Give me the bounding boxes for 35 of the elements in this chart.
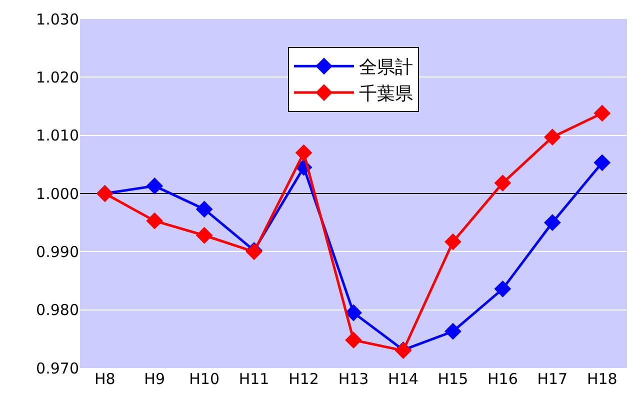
point <box>196 200 213 218</box>
y-tick-label: 0.980 <box>36 301 79 320</box>
point <box>544 214 561 232</box>
point <box>544 128 561 146</box>
point <box>594 154 611 172</box>
point <box>594 104 611 122</box>
x-tick-label: H15 <box>438 370 468 388</box>
x-tick-label: H11 <box>238 370 270 388</box>
point <box>345 304 362 322</box>
x-tick-label: H16 <box>487 370 518 388</box>
point <box>295 144 312 162</box>
point <box>146 212 164 230</box>
y-tick-label: 0.970 <box>36 359 79 378</box>
legend-label: 全県計 <box>359 57 413 78</box>
x-tick-label: H17 <box>537 370 568 388</box>
point <box>444 233 462 250</box>
x-tick-label: H12 <box>288 370 319 388</box>
x-tick-label: H8 <box>94 370 116 388</box>
y-tick-label: 1.000 <box>36 184 79 203</box>
x-tick-label: H18 <box>586 370 618 388</box>
point <box>345 332 362 349</box>
point <box>444 322 462 340</box>
point <box>494 280 512 298</box>
y-tick-label: 1.020 <box>36 68 79 86</box>
y-tick-label: 1.030 <box>36 10 79 28</box>
x-tick-label: H9 <box>144 370 166 388</box>
point <box>494 174 512 192</box>
y-tick-label: 0.990 <box>36 242 79 261</box>
x-tick-label: H14 <box>388 370 418 388</box>
x-tick-label: H13 <box>338 370 369 388</box>
y-tick-label: 1.010 <box>36 126 79 145</box>
point <box>196 226 213 244</box>
x-tick-label: H10 <box>189 370 220 388</box>
point <box>146 177 164 194</box>
legend-label: 千葉県 <box>359 84 413 105</box>
